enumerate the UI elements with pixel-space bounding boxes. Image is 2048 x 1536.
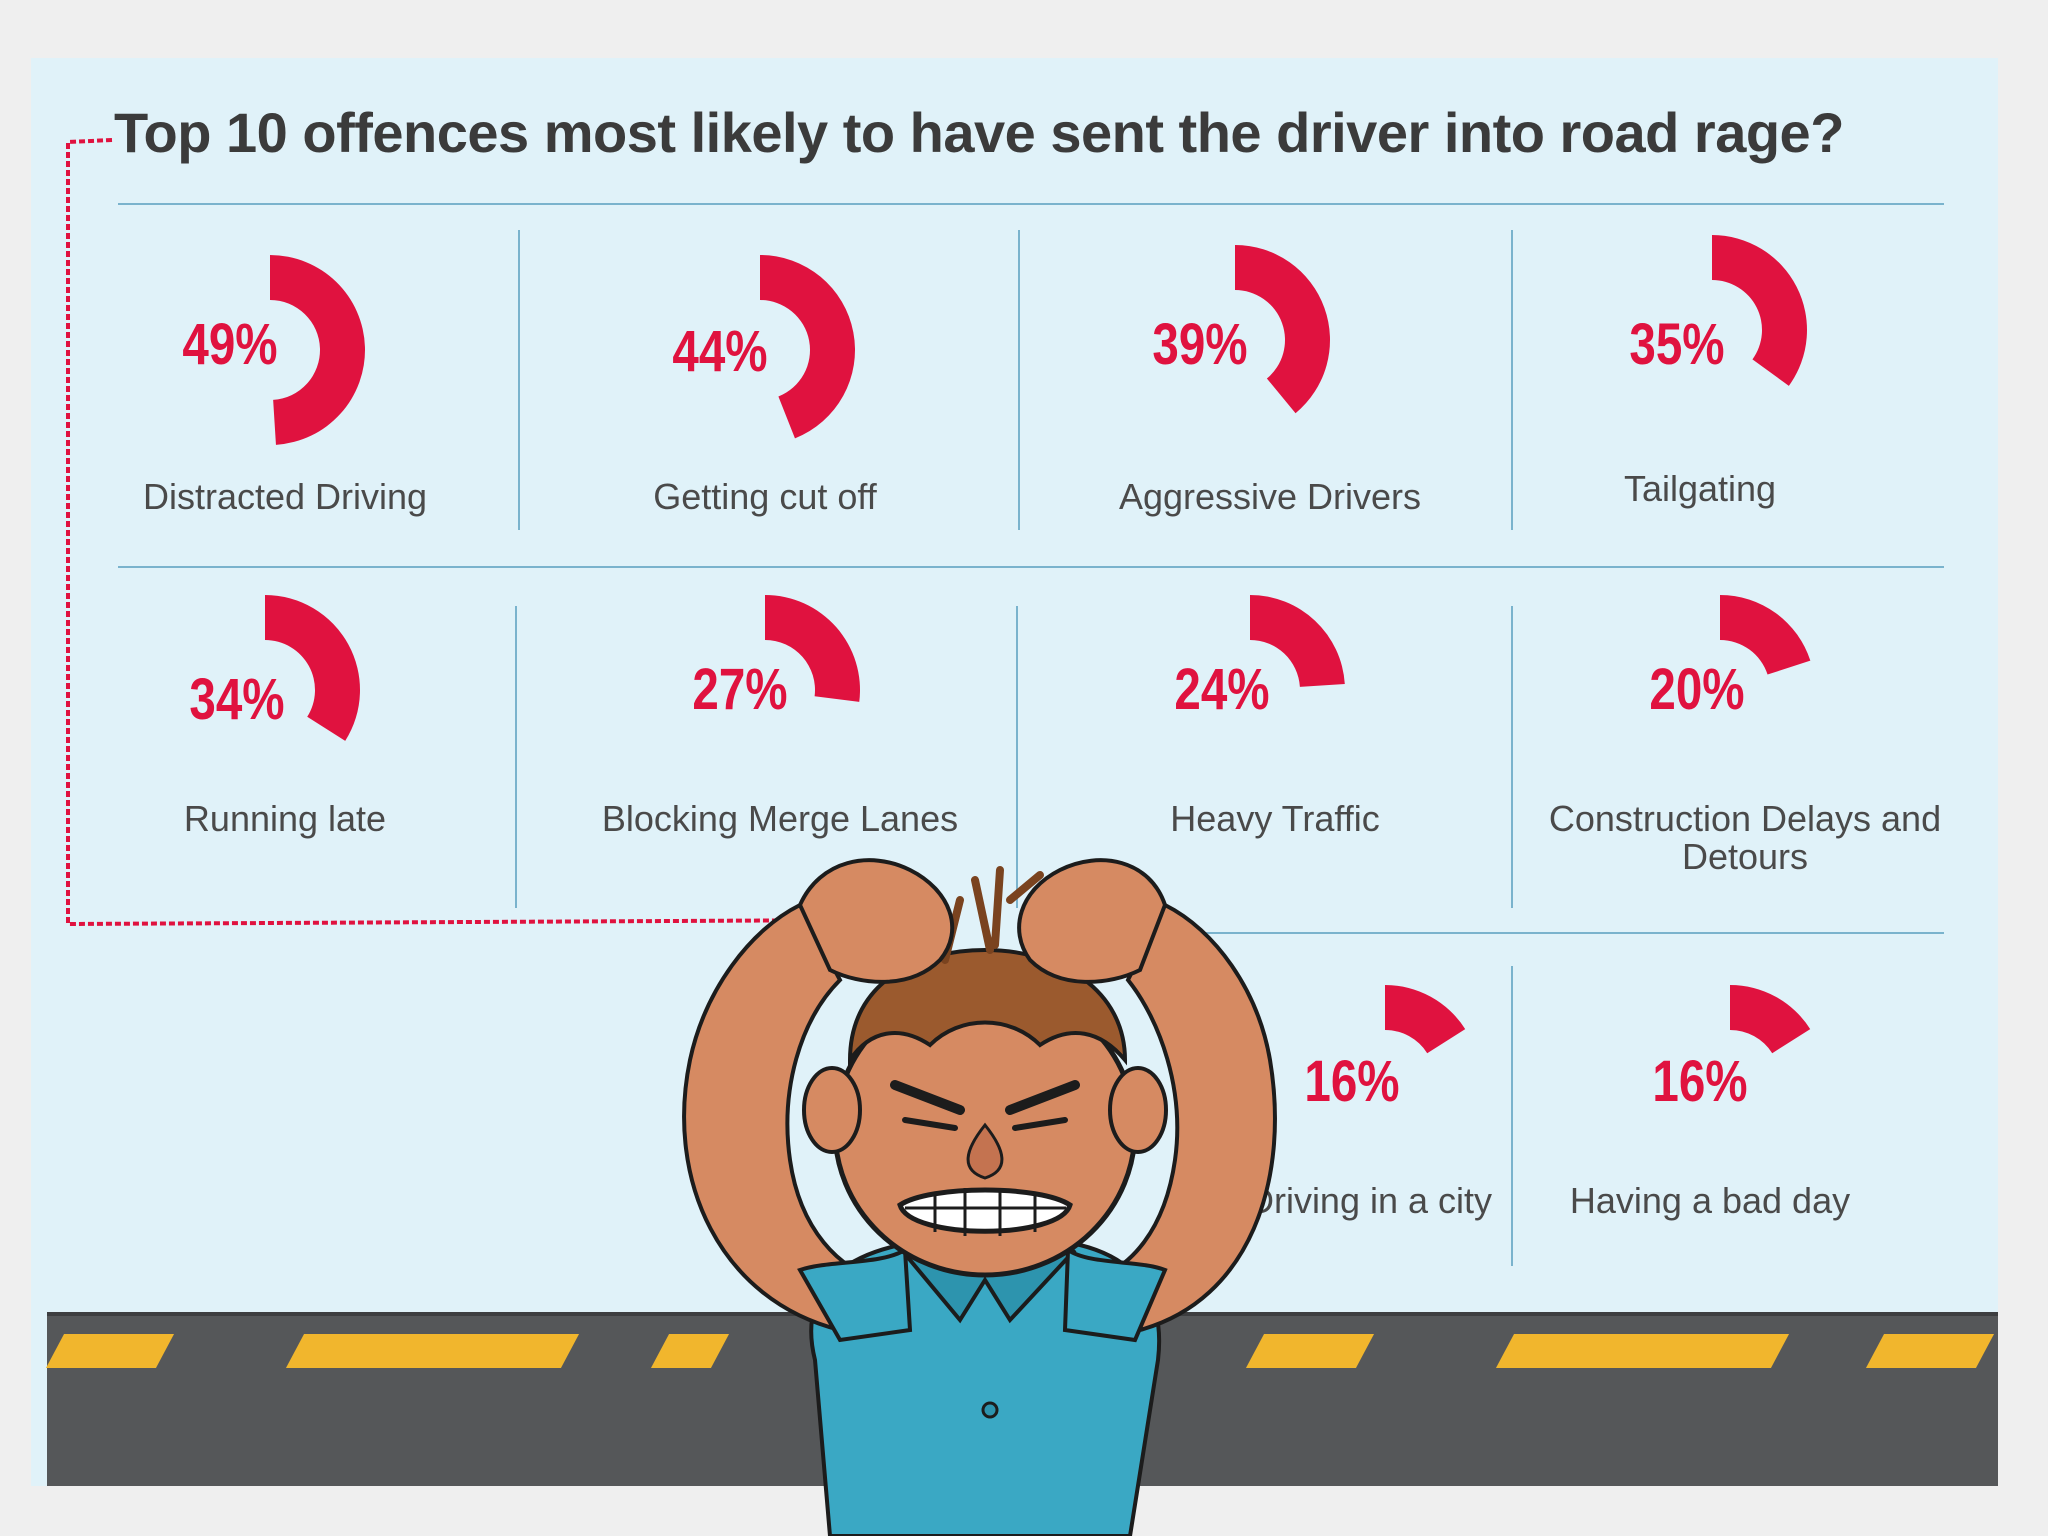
grid-divider: [1511, 230, 1513, 530]
percent-label: 16%: [1304, 1049, 1400, 1114]
percent-label: 16%: [1652, 1049, 1748, 1114]
radial-arc-fill: [1730, 985, 1811, 1054]
grid-divider: [1016, 606, 1018, 908]
category-label: Heavy Traffic: [1170, 798, 1380, 839]
radial-arc-fill: [265, 595, 360, 741]
percent-label: 44%: [672, 319, 768, 384]
grid-line-bottom: [1205, 932, 1944, 934]
radial-arc-fill: [1235, 245, 1330, 414]
grid-divider: [515, 606, 517, 908]
category-label: Blocking Merge Lanes: [601, 798, 959, 839]
category-label: Getting cut off: [653, 476, 877, 517]
radial-arc-fill: [270, 255, 365, 445]
radial-arc-fill: [760, 255, 856, 439]
percent-label: 49%: [182, 312, 278, 377]
percent-label: 34%: [189, 667, 285, 732]
category-label: Aggressive Drivers: [1118, 476, 1422, 517]
percent-label: 24%: [1174, 657, 1270, 722]
category-label: Construction Delays and Detours: [1548, 798, 1942, 877]
percent-label: 39%: [1152, 312, 1248, 377]
radial-arc-fill: [1720, 595, 1811, 675]
radial-arc-fill: [765, 595, 860, 702]
grid-divider: [518, 230, 520, 530]
category-label: Having a bad day: [1569, 1180, 1851, 1221]
percent-label: 35%: [1629, 312, 1725, 377]
percent-label: 27%: [692, 657, 788, 722]
radial-arc-fill: [1712, 235, 1807, 386]
category-label: Distracted Driving: [142, 476, 428, 517]
grid-divider: [1511, 966, 1513, 1266]
grid-line-middle: [118, 566, 1944, 568]
radial-arc-fill: [1250, 595, 1345, 687]
category-label: Tailgating: [1623, 468, 1777, 509]
chart-title: Top 10 offences most likely to have sent…: [114, 101, 1844, 164]
category-label: Driving in a city: [1247, 1180, 1493, 1221]
category-label: Running late: [183, 798, 387, 839]
grid-divider: [1511, 606, 1513, 908]
percent-label: 20%: [1649, 657, 1745, 722]
grid-line-top: [118, 203, 1944, 205]
grid-divider: [1018, 230, 1020, 530]
radial-arc-fill: [1385, 985, 1466, 1054]
